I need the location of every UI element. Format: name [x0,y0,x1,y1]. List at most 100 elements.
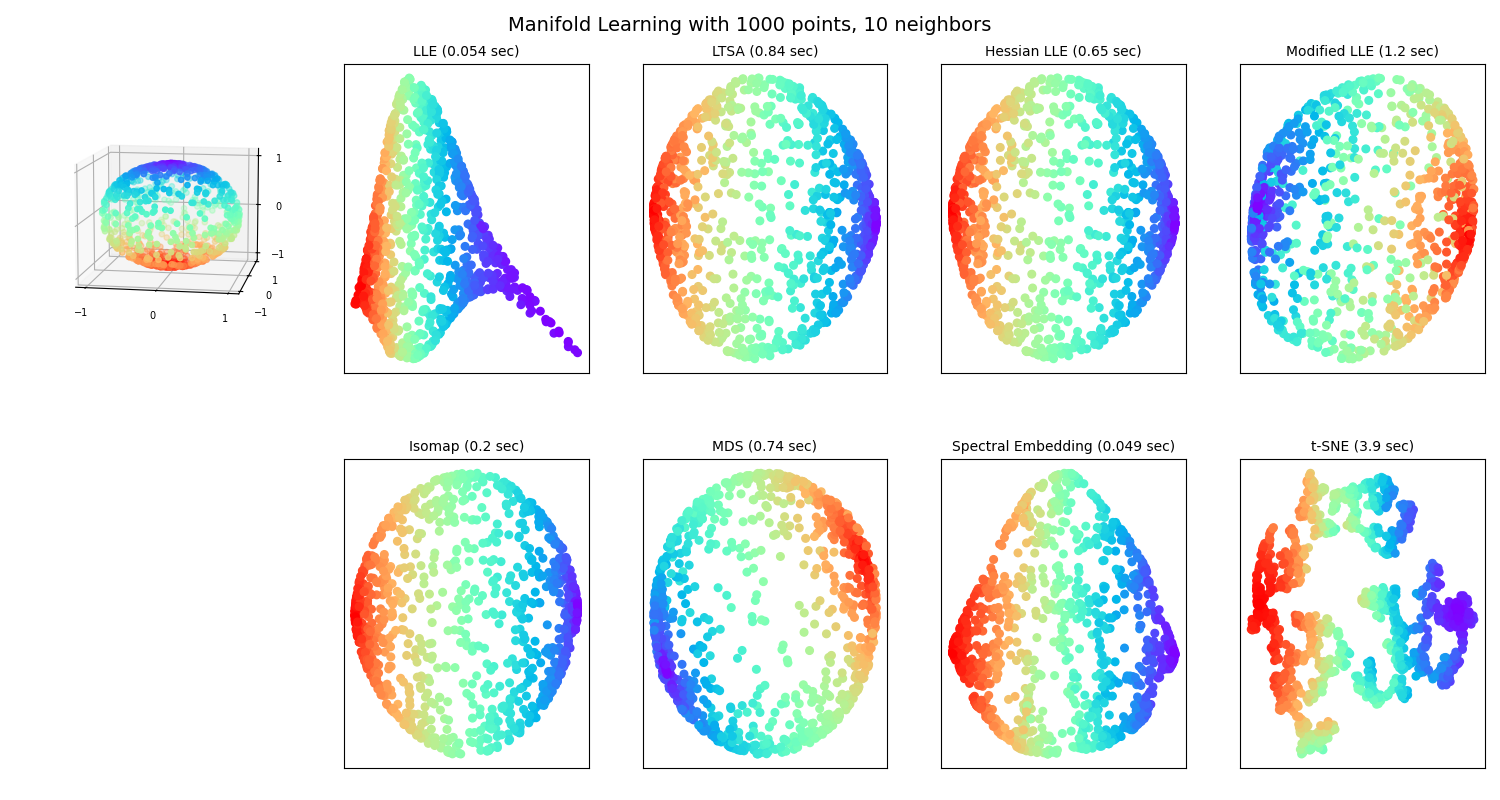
Point [1414,636,1438,649]
Point [849,550,873,562]
Point [1323,665,1347,678]
Point [853,254,877,266]
Point [1324,221,1348,234]
Point [1048,598,1072,610]
Point [1124,306,1148,319]
Point [672,701,696,714]
Point [1299,626,1323,639]
Point [1110,578,1134,590]
Point [969,694,993,706]
Point [1383,681,1407,694]
Point [734,286,758,298]
Point [858,566,882,579]
Point [652,152,676,165]
Point [861,222,885,234]
Point [1284,310,1308,322]
Point [1448,600,1472,613]
Point [1312,655,1336,668]
Point [840,534,864,547]
Point [1280,129,1304,142]
Point [1014,712,1038,725]
Point [846,572,870,585]
Point [564,603,588,616]
Point [1446,238,1470,250]
Point [1258,580,1282,593]
Point [1246,184,1270,197]
Point [1122,177,1146,190]
Point [986,661,1010,674]
Point [810,232,834,245]
Point [1281,565,1305,578]
Point [952,220,976,233]
Point [686,615,709,628]
Point [1454,167,1478,180]
Point [1418,230,1442,242]
Point [387,220,411,233]
Point [1431,664,1455,677]
Point [969,600,993,613]
Point [726,731,750,744]
Point [796,726,820,739]
Point [354,286,378,299]
Point [549,554,573,567]
Point [800,696,824,709]
Point [720,186,744,199]
Point [1446,125,1470,138]
Point [1158,238,1182,250]
Point [1383,483,1407,496]
Point [944,654,968,666]
Point [446,475,470,488]
Point [853,556,877,569]
Point [1336,490,1360,503]
Point [429,326,453,339]
Point [976,646,1000,658]
Point [1048,633,1072,646]
Point [642,615,666,628]
Point [1269,692,1293,705]
Point [1030,345,1054,358]
Point [1242,212,1266,225]
Point [1432,678,1456,690]
Point [940,207,964,220]
Point [813,314,837,326]
Point [1040,77,1064,90]
Point [345,603,369,616]
Point [774,77,798,90]
Point [1023,188,1047,201]
Point [1080,278,1104,291]
Point [970,302,994,315]
Point [692,330,715,343]
Point [1302,626,1326,638]
Point [564,623,588,636]
Point [392,270,416,283]
Point [717,740,741,753]
Point [352,264,376,277]
Point [772,733,796,746]
Point [1072,77,1096,90]
Point [402,152,426,165]
Point [1136,165,1160,178]
Point [951,158,975,170]
Point [770,698,794,710]
Point [1390,690,1414,703]
Point [839,522,862,534]
Point [1078,329,1102,342]
Point [1359,654,1383,667]
Point [1456,226,1480,239]
Point [1084,690,1108,703]
Point [996,618,1020,631]
Point [352,605,376,618]
Point [1078,87,1102,100]
Point [1072,699,1096,712]
Point [998,329,1022,342]
Point [940,203,964,216]
Point [410,508,434,521]
Point [1294,693,1318,706]
Point [1402,646,1426,659]
Point [853,553,877,566]
Point [454,687,478,700]
Point [1162,204,1186,217]
Point [672,140,696,153]
Point [1446,124,1470,137]
Point [1274,582,1298,594]
